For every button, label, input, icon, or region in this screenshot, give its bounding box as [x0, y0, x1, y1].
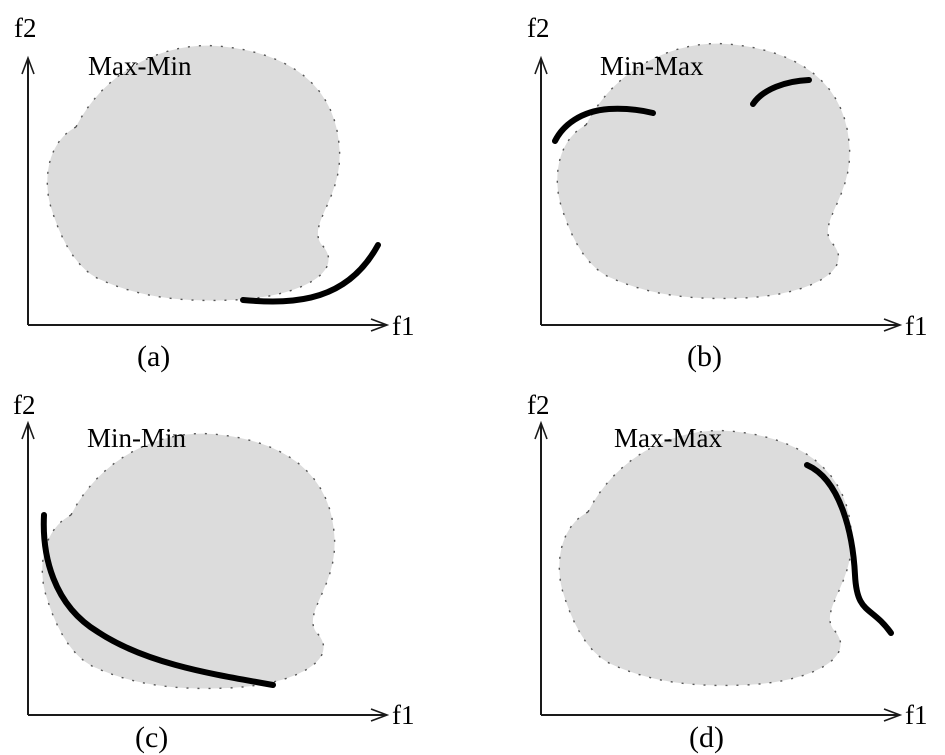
panel-d — [534, 420, 903, 722]
pareto-front-min-min — [40, 512, 276, 688]
pareto-front-max-min — [240, 242, 381, 305]
x-axis-label-a: f1 — [392, 311, 415, 341]
panel-c — [21, 420, 390, 722]
panel-caption-b: (b) — [687, 340, 722, 373]
panel-caption-d: (d) — [689, 721, 724, 754]
y-axis-label-c: f2 — [13, 390, 36, 420]
x-axis-arrow-icon — [370, 708, 390, 722]
feasible-region — [41, 432, 336, 690]
panel-a — [21, 44, 390, 332]
panel-caption-a: (a) — [137, 340, 170, 373]
y-axis-arrow-icon — [21, 55, 35, 75]
y-axis-arrow-icon — [534, 420, 548, 440]
y-axis-label-a: f2 — [14, 13, 37, 43]
panel-caption-c: (c) — [135, 721, 168, 754]
feasible-region — [46, 44, 341, 302]
x-axis-arrow-icon — [883, 318, 903, 332]
panel-b — [534, 42, 903, 332]
y-axis-label-d: f2 — [527, 390, 550, 420]
x-axis-label-b: f1 — [905, 311, 928, 341]
panel-title-d: Max-Max — [614, 423, 722, 453]
feasible-region — [558, 429, 853, 687]
x-axis-arrow-icon — [883, 708, 903, 722]
panel-title-b: Min-Max — [600, 51, 704, 81]
panel-title-a: Max-Min — [88, 51, 192, 81]
y-axis-arrow-icon — [21, 420, 35, 440]
y-axis-arrow-icon — [534, 55, 548, 75]
panel-title-c: Min-Min — [87, 423, 187, 453]
x-axis-label-c: f1 — [392, 700, 415, 730]
pareto-front-min-max-right — [750, 77, 812, 107]
pareto-front-max-max — [804, 462, 894, 636]
pareto-front-min-max-left — [552, 105, 656, 144]
y-axis-label-b: f2 — [527, 13, 550, 43]
x-axis-arrow-icon — [370, 318, 390, 332]
x-axis-label-d: f1 — [905, 700, 928, 730]
